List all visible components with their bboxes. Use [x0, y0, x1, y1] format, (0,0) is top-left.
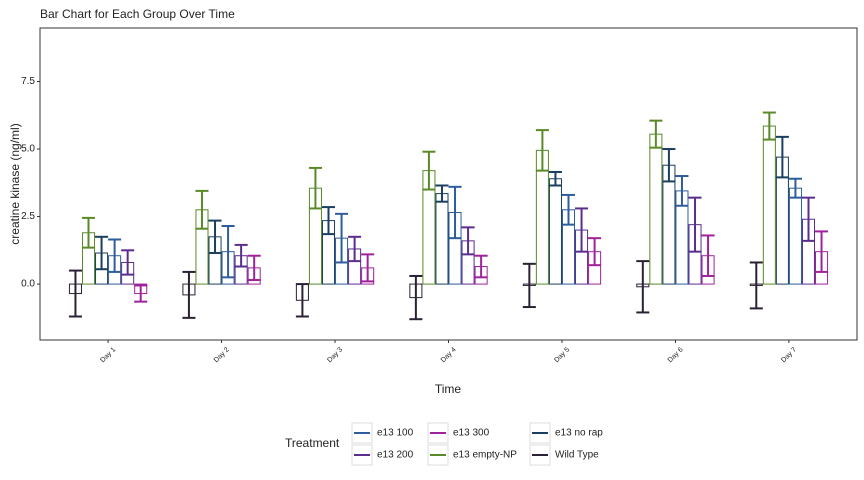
legend-title: Treatment — [285, 436, 340, 450]
bar — [662, 164, 676, 285]
legend-label: e13 200 — [377, 450, 414, 461]
y-tick-label: 5.0 — [21, 144, 35, 155]
legend-label: Wild Type — [555, 450, 599, 461]
bar — [788, 187, 802, 285]
legend-label: e13 empty-NP — [453, 450, 517, 461]
bar — [548, 178, 562, 285]
bar — [435, 193, 449, 285]
legend-label: e13 no rap — [555, 428, 603, 439]
legend-label: e13 100 — [377, 428, 414, 439]
bar — [649, 133, 663, 285]
y-tick-label: 7.5 — [21, 76, 35, 87]
y-tick-label: 0.0 — [21, 279, 35, 290]
y-tick-label: 2.5 — [21, 211, 35, 222]
chart-title: Bar Chart for Each Group Over Time — [40, 7, 235, 21]
y-axis-title: creatine kinase (ng/ml) — [8, 123, 22, 244]
bar — [762, 125, 776, 285]
legend-label: e13 300 — [453, 428, 490, 439]
x-axis-title: Time — [435, 382, 462, 396]
